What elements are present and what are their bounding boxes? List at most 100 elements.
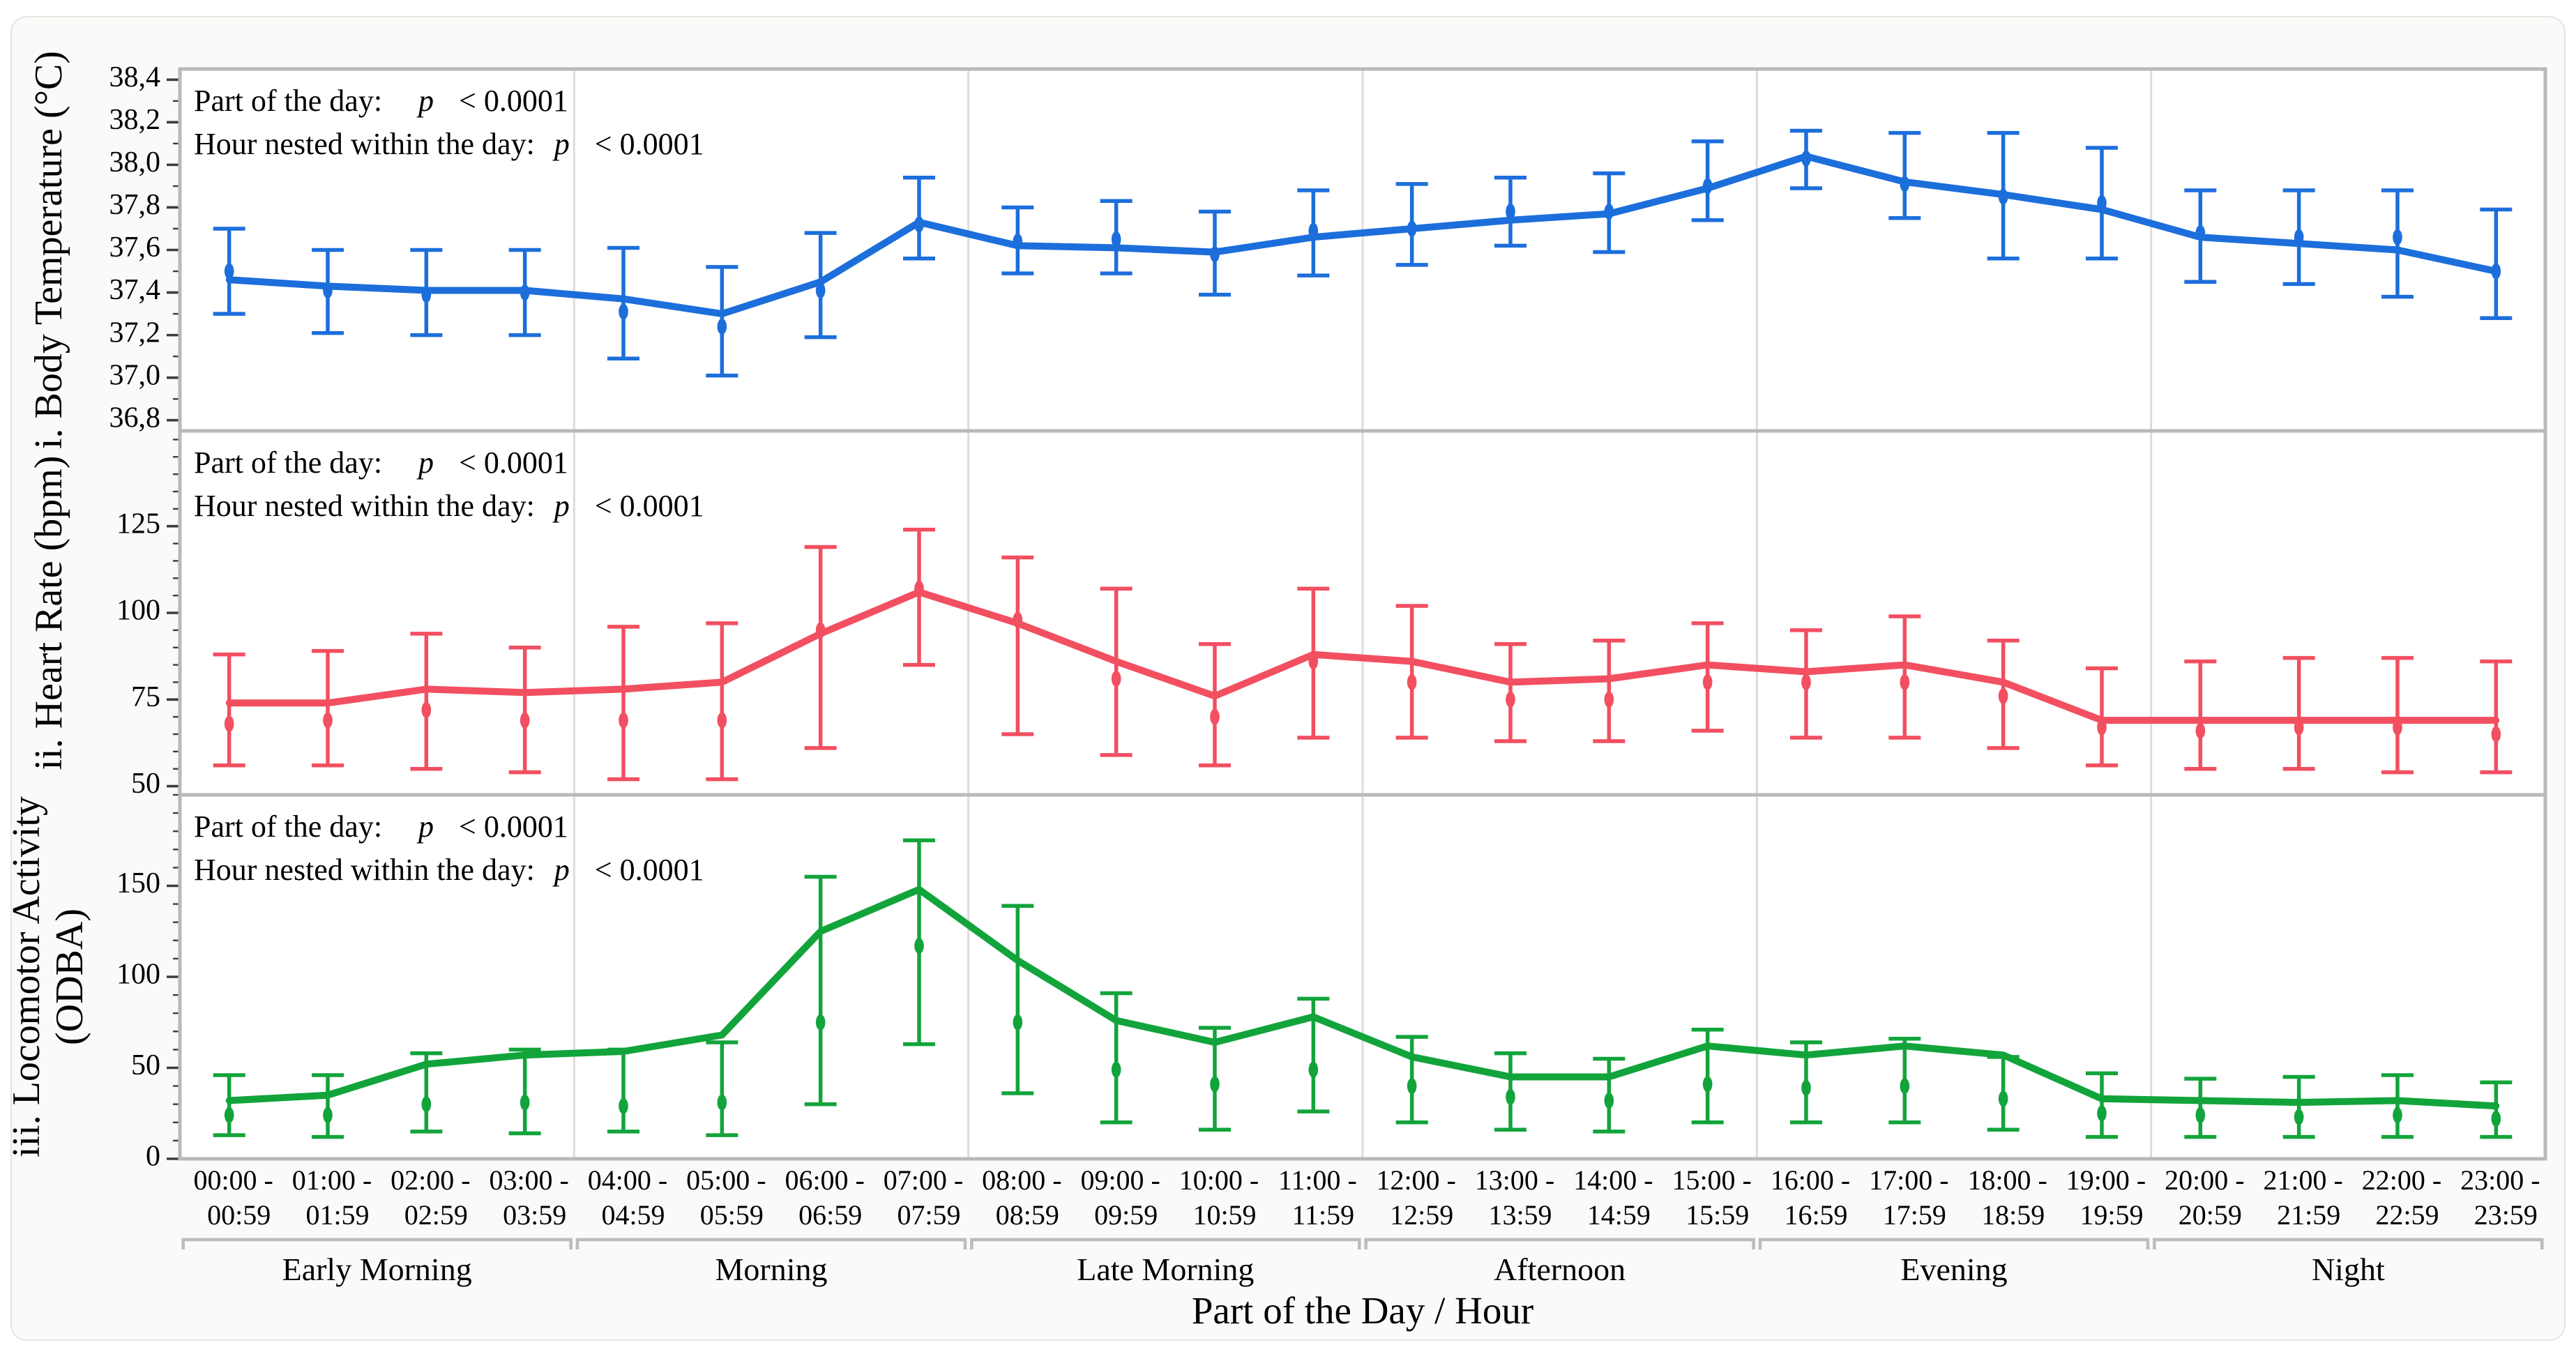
mean-dot [2195, 722, 2206, 739]
mean-dot [619, 1097, 628, 1114]
y-axis-title-body-temperature: i. Body Temperature (°C) [27, 51, 70, 449]
y-axis-body-temperature: 36,8 37,0 37,2 37,4 37,6 37,8 38,0 38,2 38,4 [109, 61, 180, 434]
x-hour-label-bottom: 10:59 [1192, 1199, 1256, 1231]
mean-dot [1702, 1076, 1713, 1093]
mean-dot [1308, 222, 1319, 239]
x-hour-label-top: 15:00 - [1672, 1164, 1751, 1196]
mean-dot [1407, 1078, 1417, 1095]
stats-annotation: Hour nested within the day: p < 0.0001 [194, 127, 704, 161]
error-bar [312, 648, 344, 768]
mean-dot [1998, 1090, 2008, 1107]
mean-dot [2393, 1107, 2402, 1123]
error-bar [804, 874, 837, 1107]
mean-dot [1801, 1079, 1811, 1096]
x-hour-label-bottom: 01:59 [305, 1199, 369, 1231]
y-tick-label: 37,2 [109, 317, 161, 349]
mean-dot [421, 1096, 432, 1113]
mean-dot [1506, 204, 1515, 220]
panel-frame [178, 793, 2547, 1161]
mean-dot [1604, 204, 1614, 220]
error-bar [1100, 991, 1132, 1125]
mean-dot [914, 938, 924, 955]
x-hour-label-top: 16:00 - [1771, 1164, 1850, 1196]
x-hour-label-top: 03:00 - [489, 1164, 568, 1196]
x-hour-label-top: 12:00 - [1376, 1164, 1455, 1196]
y-tick-label: 38,2 [109, 104, 161, 136]
mean-markers-locomotor-activity [224, 938, 2501, 1127]
y-tick-label: 50 [131, 768, 160, 800]
y-tick-label: 150 [116, 867, 160, 899]
mean-dot [2393, 229, 2402, 245]
error-bar [607, 625, 639, 782]
x-hour-label-top: 02:00 - [391, 1164, 470, 1196]
x-hour-label-bottom: 09:59 [1094, 1199, 1158, 1231]
mean-dot [1308, 653, 1319, 670]
series-line-body-temperature [225, 153, 2500, 318]
y-tick-label: 0 [146, 1141, 160, 1173]
x-hour-label-bottom: 04:59 [601, 1199, 665, 1231]
x-hour-label-top: 17:00 - [1869, 1164, 1948, 1196]
mean-dot [1998, 687, 2008, 704]
part-of-day-label: Early Morning [282, 1252, 472, 1287]
stats-annotation: Part of the day: p < 0.0001 [194, 446, 568, 480]
error-bar [1199, 641, 1231, 768]
y-tick-label: 38,4 [109, 61, 161, 93]
error-bar [1001, 555, 1034, 736]
x-hour-label-top: 23:00 - [2460, 1164, 2540, 1196]
mean-dot [717, 1094, 727, 1111]
y-tick-label: 125 [116, 508, 160, 540]
error-bar [2282, 1074, 2315, 1139]
error-bar [706, 1040, 738, 1137]
y-tick-label: 37,0 [109, 359, 161, 391]
mean-dot [1013, 611, 1023, 628]
mean-dot [1013, 1014, 1023, 1031]
x-hour-label-top: 21:00 - [2263, 1164, 2342, 1196]
x-hour-label-bottom: 23:59 [2474, 1199, 2538, 1231]
x-hour-label-top: 18:00 - [1967, 1164, 2047, 1196]
mean-dot [2097, 195, 2107, 211]
y-tick-label: 36,8 [109, 402, 161, 434]
panel-body-temperature: 36,8 37,0 37,2 37,4 37,6 37,8 38,0 38,2 38,4 Part… [27, 51, 2547, 449]
group-bracket [1758, 1238, 2150, 1249]
panel-heart-rate: 50 75 100 125 Part of the day: p < 0.0001 Hour … [27, 429, 2547, 800]
mean-dot [619, 712, 628, 729]
x-axis: 00:00 -00:59 01:00 -01:59 02:00 -02:59 03:0… [181, 1164, 2544, 1332]
mean-dot [1801, 150, 1811, 167]
y-tick-label: 100 [116, 959, 160, 991]
mean-dot [224, 263, 234, 280]
error-bar [2381, 655, 2414, 775]
series-line-heart-rate [225, 588, 2500, 724]
part-of-day-label: Evening [1900, 1252, 2007, 1287]
group-bracket [970, 1238, 1361, 1249]
series-line-locomotor-activity [225, 885, 2500, 1110]
mean-dot [1604, 1092, 1614, 1109]
error-bar [508, 1047, 541, 1136]
x-hour-label-top: 06:00 - [785, 1164, 864, 1196]
x-hour-label-top: 14:00 - [1573, 1164, 1653, 1196]
mean-dot [1801, 674, 1811, 690]
panel-locomotor-activity: 0 50 100 150 Part of the day: p < 0.0001 Hour n… [5, 793, 2547, 1173]
mean-dot [1111, 670, 1121, 687]
group-bracket [1364, 1238, 1755, 1249]
mean-dot [815, 1014, 826, 1031]
mean-dot [1111, 231, 1121, 248]
error-bar [213, 652, 245, 768]
error-bar [607, 245, 639, 360]
mean-dot [520, 1094, 530, 1111]
error-bar [1001, 904, 1034, 1095]
x-hour-label-bottom: 13:59 [1488, 1199, 1552, 1231]
error-bar [508, 645, 541, 775]
x-hour-label-top: 10:00 - [1179, 1164, 1259, 1196]
mean-dot [1998, 188, 2008, 205]
mean-dot [421, 287, 432, 303]
mean-dot [421, 701, 432, 718]
mean-dot [815, 282, 826, 299]
x-hour-label-bottom: 20:59 [2179, 1199, 2242, 1231]
part-of-day-label: Late Morning [1077, 1252, 1254, 1287]
mean-dot [717, 712, 727, 729]
x-hour-label-top: 22:00 - [2362, 1164, 2441, 1196]
x-hour-label-bottom: 16:59 [1784, 1199, 1847, 1231]
part-of-day-label: Afternoon [1494, 1252, 1626, 1287]
mean-dot [323, 282, 333, 299]
